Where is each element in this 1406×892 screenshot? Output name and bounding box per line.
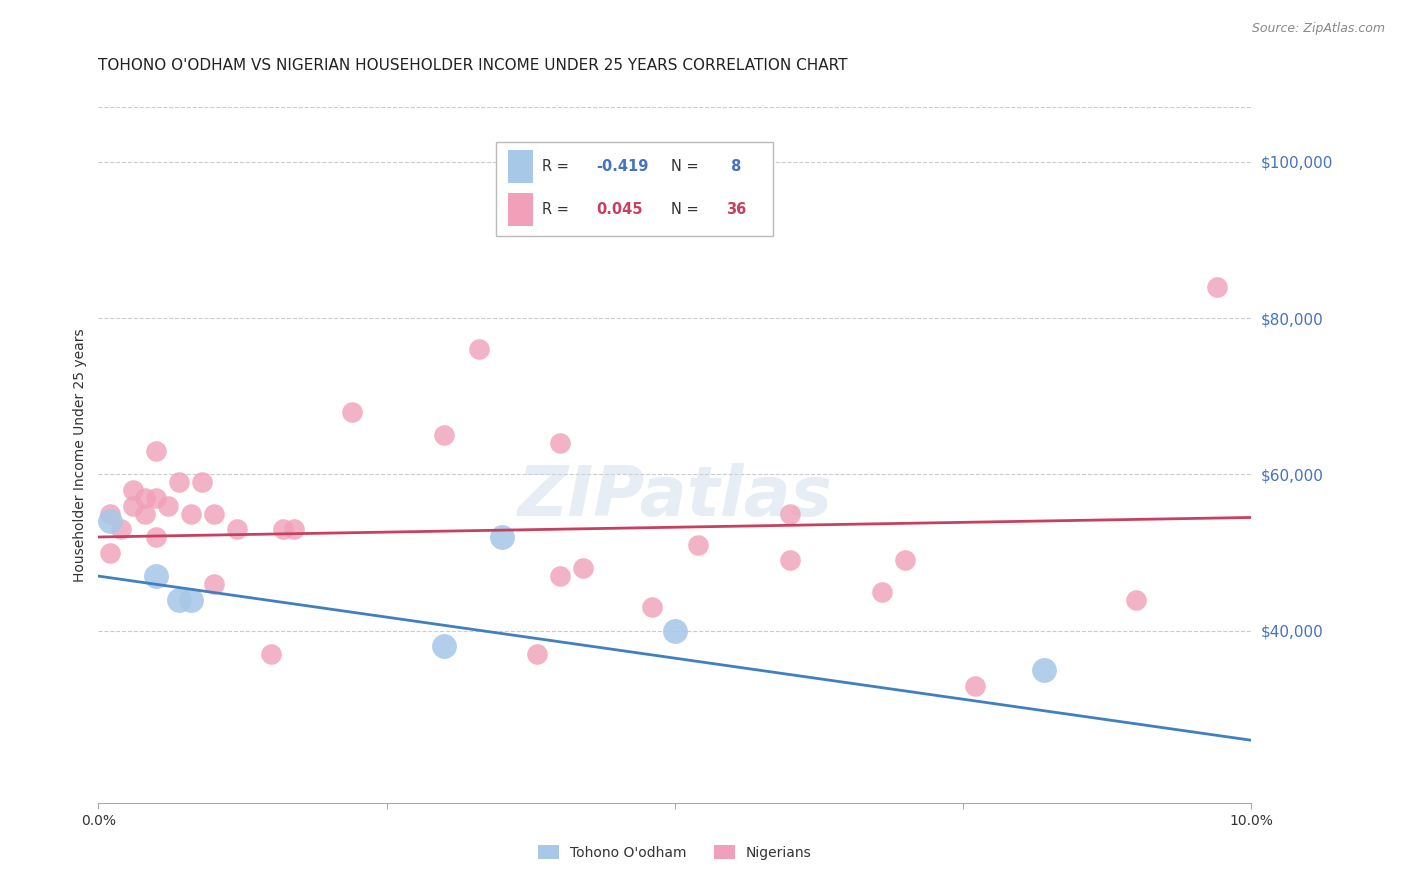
Point	[491, 530, 513, 544]
Point	[202, 577, 225, 591]
Point	[1205, 280, 1227, 294]
Point	[271, 522, 294, 536]
Bar	[508, 150, 533, 183]
Point	[98, 514, 121, 528]
Point	[167, 475, 190, 490]
Point	[779, 553, 801, 567]
Point	[145, 530, 167, 544]
Point	[145, 444, 167, 458]
Point	[571, 561, 593, 575]
Text: Source: ZipAtlas.com: Source: ZipAtlas.com	[1251, 22, 1385, 36]
Point	[180, 592, 202, 607]
Legend: Tohono O'odham, Nigerians: Tohono O'odham, Nigerians	[533, 839, 817, 865]
Point	[134, 507, 156, 521]
Text: -0.419: -0.419	[596, 159, 648, 174]
FancyBboxPatch shape	[496, 142, 773, 235]
Point	[548, 569, 571, 583]
Point	[180, 507, 202, 521]
Text: TOHONO O'ODHAM VS NIGERIAN HOUSEHOLDER INCOME UNDER 25 YEARS CORRELATION CHART: TOHONO O'ODHAM VS NIGERIAN HOUSEHOLDER I…	[98, 58, 848, 73]
Text: R =: R =	[543, 202, 574, 217]
Point	[202, 507, 225, 521]
Point	[664, 624, 686, 638]
Point	[145, 491, 167, 505]
Point	[167, 592, 190, 607]
Point	[433, 640, 456, 654]
Point	[98, 546, 121, 560]
Point	[548, 436, 571, 450]
Point	[686, 538, 709, 552]
Point	[963, 679, 986, 693]
Point	[1125, 592, 1147, 607]
Point	[340, 405, 363, 419]
Text: R =: R =	[543, 159, 574, 174]
Point	[1032, 663, 1054, 677]
Text: N =: N =	[672, 159, 703, 174]
Text: N =: N =	[672, 202, 703, 217]
Point	[468, 343, 491, 357]
Y-axis label: Householder Income Under 25 years: Householder Income Under 25 years	[73, 328, 87, 582]
Point	[122, 499, 145, 513]
Point	[433, 428, 456, 442]
Point	[283, 522, 305, 536]
Bar	[508, 193, 533, 227]
Text: ZIPatlas: ZIPatlas	[517, 463, 832, 530]
Text: 36: 36	[725, 202, 745, 217]
Point	[122, 483, 145, 497]
Point	[641, 600, 664, 615]
Point	[872, 584, 894, 599]
Point	[98, 507, 121, 521]
Point	[526, 647, 548, 661]
Point	[134, 491, 156, 505]
Text: 8: 8	[725, 159, 741, 174]
Point	[145, 569, 167, 583]
Point	[260, 647, 283, 661]
Point	[156, 499, 179, 513]
Point	[779, 507, 801, 521]
Point	[225, 522, 247, 536]
Text: 0.045: 0.045	[596, 202, 643, 217]
Point	[110, 522, 132, 536]
Point	[894, 553, 917, 567]
Point	[191, 475, 214, 490]
